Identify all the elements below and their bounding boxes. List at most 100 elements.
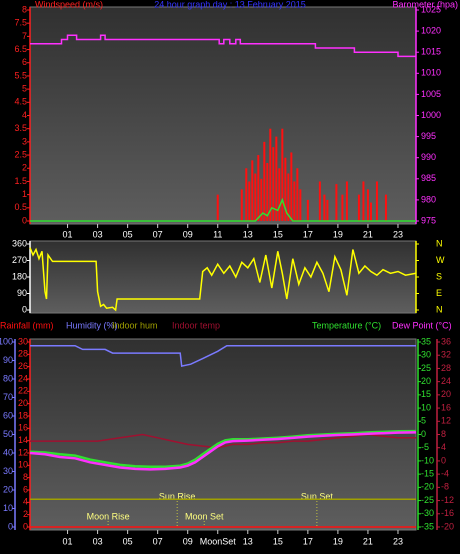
- legend-label: Humidity (%): [66, 320, 118, 330]
- y-tick-label: 20: [18, 398, 28, 408]
- y-tick-label: 24: [18, 373, 28, 383]
- bar: [335, 184, 338, 221]
- y-tick-label: -8: [441, 482, 449, 492]
- x-tick-label: 23: [393, 229, 403, 239]
- y-tick-label: 16: [441, 402, 451, 412]
- y-tick-label: 24: [441, 376, 451, 386]
- y-tick-label: 80: [3, 373, 13, 383]
- bar: [248, 181, 251, 221]
- x-tick-label: 01: [63, 229, 73, 239]
- x-tick-label: 05: [123, 229, 133, 239]
- bar: [240, 189, 243, 221]
- y-tick-label: 6: [23, 484, 28, 494]
- y-tick-label: 0: [8, 521, 13, 531]
- series-line: [29, 429, 417, 468]
- y-tick-label: 7.5: [14, 18, 27, 28]
- bar: [281, 128, 284, 221]
- x-tick-label: MoonSet: [200, 536, 237, 546]
- bar: [296, 168, 299, 221]
- x-tick-label: 01: [63, 536, 73, 546]
- bar: [362, 181, 365, 221]
- y-tick-label: 30: [3, 466, 13, 476]
- y-tick-label: 12: [441, 416, 451, 426]
- y-tick-label: 22: [18, 386, 28, 396]
- bar: [260, 178, 263, 221]
- bar: [216, 194, 219, 221]
- series-line: [29, 431, 417, 471]
- y-tick-label: 8: [441, 429, 446, 439]
- y-tick-label: 6.5: [14, 44, 27, 54]
- y-tick-label: 36: [441, 336, 451, 346]
- bar: [245, 168, 248, 221]
- legend-label: Rainfall (mm): [0, 320, 54, 330]
- x-tick-label: 07: [153, 229, 163, 239]
- y-tick-label: 7: [22, 31, 27, 41]
- bar: [284, 157, 287, 221]
- y-tick-label: 4.5: [14, 97, 27, 107]
- y-tick-label: 90: [17, 288, 27, 298]
- y-tick-label: -5: [421, 442, 429, 452]
- y-tick-label: 18: [18, 410, 28, 420]
- bar: [251, 160, 254, 221]
- y-tick-label: 90: [3, 355, 13, 365]
- x-tick-label: 17: [303, 229, 313, 239]
- y-tick-label: -20: [421, 482, 434, 492]
- y-tick-label: 5: [421, 416, 426, 426]
- x-tick-label: 13: [243, 229, 253, 239]
- annotation: Sun Rise: [159, 491, 196, 501]
- y-tick-label: 995: [421, 131, 436, 141]
- bar: [257, 155, 260, 221]
- bar: [323, 194, 326, 221]
- x-tick-label: 19: [333, 229, 343, 239]
- y-tick-label: 25: [421, 363, 431, 373]
- bar: [326, 199, 329, 221]
- axis-label: Windspeed (m/s): [35, 0, 103, 9]
- y-tick-label: 26: [18, 361, 28, 371]
- y-tick-label: 15: [421, 389, 431, 399]
- x-tick-label: 09: [183, 536, 193, 546]
- y-tick-label: -15: [421, 469, 434, 479]
- bar: [275, 136, 278, 221]
- x-tick-label: 07: [153, 536, 163, 546]
- y-tick-label: 985: [421, 173, 436, 183]
- y-tick-label: N: [436, 238, 443, 248]
- y-tick-label: 4: [23, 497, 28, 507]
- y-tick-label: 1020: [421, 25, 441, 35]
- y-tick-label: 8: [22, 4, 27, 14]
- y-tick-label: 3.5: [14, 123, 27, 133]
- y-tick-label: 1000: [421, 110, 441, 120]
- legend-label: Dew Point (°C): [392, 320, 452, 330]
- y-tick-label: -10: [421, 455, 434, 465]
- x-tick-label: 15: [273, 229, 283, 239]
- y-tick-label: 28: [18, 349, 28, 359]
- y-tick-label: 16: [18, 423, 28, 433]
- x-tick-label: 03: [93, 229, 103, 239]
- y-tick-label: 0: [22, 304, 27, 314]
- y-tick-label: E: [436, 288, 442, 298]
- y-tick-label: 28: [441, 363, 451, 373]
- chart-title: 24 hour graph day : 13 February 2015: [154, 0, 306, 9]
- y-tick-label: 180: [12, 271, 27, 281]
- x-tick-label: 23: [393, 536, 403, 546]
- x-tick-label: 15: [273, 536, 283, 546]
- x-tick-label: 11: [213, 229, 222, 239]
- plot-area: [29, 240, 417, 314]
- y-tick-label: W: [436, 255, 445, 265]
- y-tick-label: 35: [421, 336, 431, 346]
- bar: [269, 128, 272, 221]
- bar: [366, 189, 369, 221]
- y-tick-label: 10: [421, 402, 431, 412]
- bar: [384, 194, 387, 221]
- bar: [375, 181, 378, 221]
- y-tick-label: 360: [12, 238, 27, 248]
- y-tick-label: -35: [421, 521, 434, 531]
- x-tick-label: 09: [183, 229, 193, 239]
- y-tick-label: 990: [421, 152, 436, 162]
- y-tick-label: 10: [18, 460, 28, 470]
- y-tick-label: 70: [3, 392, 13, 402]
- y-tick-label: 2.5: [14, 149, 27, 159]
- x-tick-label: 17: [303, 536, 313, 546]
- y-tick-label: 14: [18, 435, 28, 445]
- y-tick-label: 0: [22, 215, 27, 225]
